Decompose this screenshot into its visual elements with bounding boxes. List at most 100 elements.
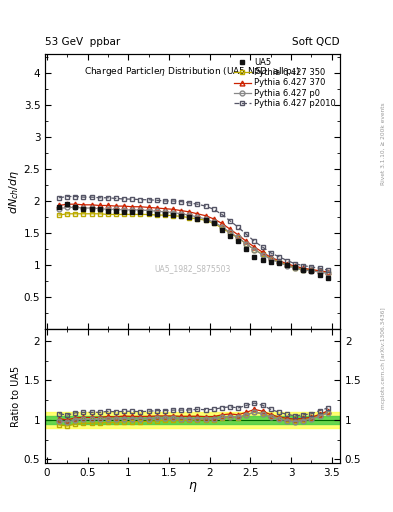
UA5 — [106, 207, 110, 214]
Pythia 6.427 350 — [106, 211, 110, 218]
UA5 — [252, 253, 257, 260]
Pythia 6.427 p2010 — [195, 201, 200, 207]
Pythia 6.427 370 — [220, 220, 224, 226]
Pythia 6.427 350 — [260, 251, 265, 257]
Pythia 6.427 p2010 — [81, 194, 86, 200]
UA5 — [114, 207, 118, 214]
UA5 — [163, 211, 167, 218]
UA5 — [309, 268, 314, 274]
Pythia 6.427 350 — [187, 215, 192, 221]
UA5 — [138, 209, 143, 215]
Pythia 6.427 p2010 — [285, 258, 289, 264]
UA5 — [260, 257, 265, 263]
Pythia 6.427 370 — [293, 263, 298, 269]
Pythia 6.427 370 — [138, 204, 143, 210]
Pythia 6.427 p2010 — [277, 253, 281, 260]
UA5 — [122, 209, 127, 215]
Pythia 6.427 370 — [114, 203, 118, 209]
Pythia 6.427 p2010 — [211, 206, 216, 212]
Pythia 6.427 p0 — [244, 241, 249, 247]
Pythia 6.427 p0 — [154, 208, 159, 215]
Pythia 6.427 p0 — [220, 224, 224, 230]
Pythia 6.427 350 — [285, 262, 289, 268]
X-axis label: $\eta$: $\eta$ — [188, 480, 197, 494]
Pythia 6.427 350 — [57, 212, 61, 218]
UA5 — [154, 211, 159, 217]
UA5 — [317, 271, 322, 278]
Pythia 6.427 370 — [130, 204, 135, 210]
Pythia 6.427 370 — [89, 202, 94, 208]
Pythia 6.427 p0 — [171, 209, 175, 216]
Pythia 6.427 370 — [65, 201, 70, 207]
Pythia 6.427 p0 — [260, 252, 265, 258]
Pythia 6.427 350 — [228, 230, 232, 236]
Text: mcplots.cern.ch [arXiv:1306.3436]: mcplots.cern.ch [arXiv:1306.3436] — [381, 308, 386, 409]
UA5 — [130, 209, 135, 215]
Pythia 6.427 350 — [277, 259, 281, 265]
UA5 — [285, 262, 289, 268]
Pythia 6.427 p0 — [252, 247, 257, 253]
Pythia 6.427 370 — [244, 238, 249, 244]
UA5 — [97, 206, 102, 212]
Pythia 6.427 p0 — [228, 229, 232, 236]
Pythia 6.427 p2010 — [228, 218, 232, 224]
UA5 — [293, 264, 298, 270]
Pythia 6.427 p0 — [81, 205, 86, 211]
Pythia 6.427 p2010 — [138, 197, 143, 203]
Pythia 6.427 370 — [309, 266, 314, 272]
Pythia 6.427 370 — [106, 202, 110, 208]
Pythia 6.427 p2010 — [89, 194, 94, 200]
Pythia 6.427 370 — [171, 206, 175, 212]
Pythia 6.427 p0 — [325, 270, 330, 276]
Pythia 6.427 350 — [163, 212, 167, 218]
Pythia 6.427 350 — [97, 211, 102, 217]
Pythia 6.427 p2010 — [122, 196, 127, 202]
Pythia 6.427 p2010 — [260, 244, 265, 250]
UA5 — [146, 209, 151, 216]
Pythia 6.427 370 — [154, 205, 159, 211]
Legend: UA5, Pythia 6.427 350, Pythia 6.427 370, Pythia 6.427 p0, Pythia 6.427 p2010: UA5, Pythia 6.427 350, Pythia 6.427 370,… — [232, 56, 338, 110]
Pythia 6.427 p2010 — [203, 203, 208, 209]
Pythia 6.427 p2010 — [57, 195, 61, 201]
Pythia 6.427 p0 — [211, 219, 216, 225]
UA5 — [220, 227, 224, 233]
Pythia 6.427 p0 — [65, 204, 70, 210]
Pythia 6.427 p2010 — [293, 261, 298, 267]
Pythia 6.427 350 — [301, 266, 306, 272]
Pythia 6.427 p2010 — [163, 198, 167, 204]
Pythia 6.427 350 — [252, 247, 257, 253]
UA5 — [171, 212, 175, 218]
Pythia 6.427 p0 — [236, 234, 241, 241]
Y-axis label: Ratio to UA5: Ratio to UA5 — [11, 366, 21, 427]
Line: Pythia 6.427 p0: Pythia 6.427 p0 — [57, 205, 330, 276]
Pythia 6.427 p0 — [309, 268, 314, 274]
Pythia 6.427 p0 — [122, 207, 127, 213]
Pythia 6.427 370 — [260, 249, 265, 255]
Pythia 6.427 p0 — [187, 212, 192, 218]
UA5 — [81, 206, 86, 212]
Pythia 6.427 350 — [293, 265, 298, 271]
Pythia 6.427 p2010 — [146, 197, 151, 203]
UA5 — [195, 216, 200, 222]
Line: UA5: UA5 — [57, 202, 330, 280]
Pythia 6.427 370 — [81, 202, 86, 208]
Pythia 6.427 p2010 — [268, 250, 273, 256]
Pythia 6.427 p2010 — [309, 264, 314, 270]
Pythia 6.427 350 — [244, 241, 249, 247]
Pythia 6.427 350 — [309, 267, 314, 273]
Pythia 6.427 370 — [228, 226, 232, 232]
Pythia 6.427 350 — [138, 211, 143, 218]
Pythia 6.427 370 — [203, 212, 208, 219]
Pythia 6.427 p0 — [277, 260, 281, 266]
Pythia 6.427 370 — [211, 216, 216, 222]
Pythia 6.427 370 — [97, 202, 102, 208]
Pythia 6.427 p0 — [293, 265, 298, 271]
Pythia 6.427 p0 — [163, 209, 167, 215]
UA5 — [277, 260, 281, 266]
Pythia 6.427 p0 — [268, 256, 273, 262]
Pythia 6.427 350 — [211, 220, 216, 226]
Pythia 6.427 350 — [73, 211, 78, 217]
Pythia 6.427 350 — [89, 211, 94, 217]
UA5 — [236, 238, 241, 244]
Pythia 6.427 350 — [179, 214, 184, 220]
